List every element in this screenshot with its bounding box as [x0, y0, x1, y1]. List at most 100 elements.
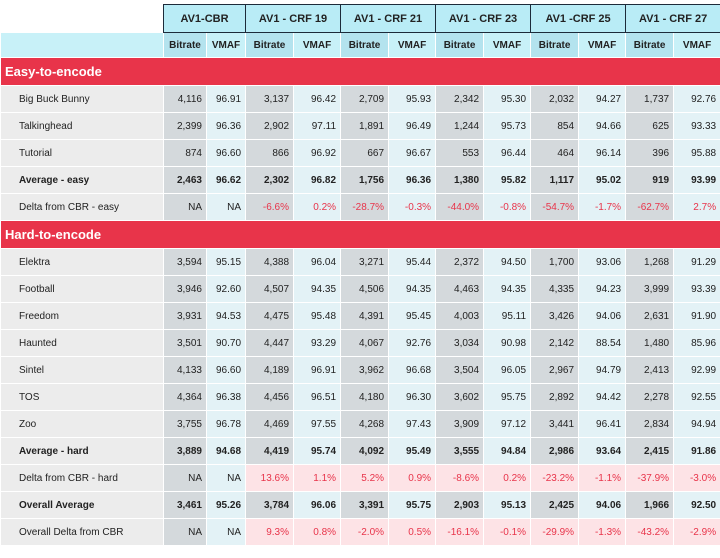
group-header: AV1 - CRF 27 [625, 4, 720, 33]
table-row: Hard-to-encode [0, 220, 720, 249]
value-cell: 3,594 [163, 248, 207, 276]
value-cell: 96.60 [205, 139, 247, 167]
value-cell: 96.51 [293, 383, 342, 411]
value-cell: -0.3% [388, 193, 437, 221]
section-title: Hard-to-encode [0, 220, 720, 249]
value-cell: 96.44 [483, 139, 532, 167]
value-cell: 2,032 [530, 85, 580, 113]
table-row: Football 3,946 92.60 4,507 94.35 4,506 94.35 4,… [0, 275, 720, 303]
table-row: Average - hard 3,889 94.68 4,419 95.74 4,092 9… [0, 437, 720, 465]
value-cell: -2.0% [340, 518, 390, 546]
value-cell: 94.06 [578, 302, 627, 330]
value-cell: 919 [625, 166, 675, 194]
value-cell: 874 [163, 139, 207, 167]
value-cell: 2,903 [435, 491, 485, 519]
value-cell: 2.7% [673, 193, 720, 221]
value-cell: 94.35 [293, 275, 342, 303]
value-cell: 625 [625, 112, 675, 140]
row-label: Delta from CBR - easy [0, 193, 164, 221]
value-cell: -2.9% [673, 518, 720, 546]
value-cell: 95.30 [483, 85, 532, 113]
value-cell: 4,469 [245, 410, 295, 438]
value-cell: 94.66 [578, 112, 627, 140]
value-cell: 95.73 [483, 112, 532, 140]
value-cell: 93.06 [578, 248, 627, 276]
value-cell: -0.1% [483, 518, 532, 546]
value-cell: 0.8% [293, 518, 342, 546]
value-cell: 94.35 [388, 275, 437, 303]
value-cell: 96.92 [293, 139, 342, 167]
value-cell: -8.6% [435, 464, 485, 492]
value-cell: 3,602 [435, 383, 485, 411]
value-cell: 3,034 [435, 329, 485, 357]
table-row: Delta from CBR - hard NA NA 13.6% 1.1% 5.2% 0.… [0, 464, 720, 492]
table-row: Average - easy 2,463 96.62 2,302 96.82 1,756 9… [0, 166, 720, 194]
column-header: VMAF [388, 32, 437, 58]
value-cell: 1.1% [293, 464, 342, 492]
value-cell: 1,891 [340, 112, 390, 140]
table-row: Big Buck Bunny 4,116 96.91 3,137 96.42 2,709 9… [0, 85, 720, 113]
value-cell: 464 [530, 139, 580, 167]
value-cell: 95.02 [578, 166, 627, 194]
value-cell: -44.0% [435, 193, 485, 221]
value-cell: 0.9% [388, 464, 437, 492]
row-label: Average - hard [0, 437, 164, 465]
value-cell: 1,268 [625, 248, 675, 276]
value-cell: 96.05 [483, 356, 532, 384]
value-cell: 94.06 [578, 491, 627, 519]
group-header: AV1 - CRF 23 [435, 4, 532, 33]
row-label: Sintel [0, 356, 164, 384]
value-cell: 95.44 [388, 248, 437, 276]
value-cell: 1,966 [625, 491, 675, 519]
value-cell: 92.76 [673, 85, 720, 113]
value-cell: 3,909 [435, 410, 485, 438]
value-cell: 97.55 [293, 410, 342, 438]
value-cell: 94.23 [578, 275, 627, 303]
value-cell: 94.79 [578, 356, 627, 384]
value-cell: -28.7% [340, 193, 390, 221]
section-title: Easy-to-encode [0, 57, 720, 86]
value-cell: 4,268 [340, 410, 390, 438]
column-header: Bitrate [163, 32, 207, 58]
value-cell: 2,986 [530, 437, 580, 465]
value-cell: 94.50 [483, 248, 532, 276]
value-cell: 3,271 [340, 248, 390, 276]
value-cell: 2,463 [163, 166, 207, 194]
value-cell: -6.6% [245, 193, 295, 221]
value-cell: 95.15 [205, 248, 247, 276]
value-cell: 93.99 [673, 166, 720, 194]
value-cell: 96.36 [205, 112, 247, 140]
value-cell: 667 [340, 139, 390, 167]
value-cell: 94.35 [483, 275, 532, 303]
value-cell: 90.70 [205, 329, 247, 357]
value-cell: 2,399 [163, 112, 207, 140]
row-label: Tutorial [0, 139, 164, 167]
value-cell: 4,456 [245, 383, 295, 411]
value-cell: 88.54 [578, 329, 627, 357]
value-cell: 95.75 [388, 491, 437, 519]
value-cell: 3,931 [163, 302, 207, 330]
row-label: Big Buck Bunny [0, 85, 164, 113]
value-cell: 92.60 [205, 275, 247, 303]
value-cell: 95.11 [483, 302, 532, 330]
value-cell: 1,480 [625, 329, 675, 357]
row-label: Football [0, 275, 164, 303]
group-header: AV1 -CRF 25 [530, 4, 627, 33]
value-cell: 1,737 [625, 85, 675, 113]
row-label: Haunted [0, 329, 164, 357]
table-row: Elektra 3,594 95.15 4,388 96.04 3,271 95.44 2,3… [0, 248, 720, 276]
value-cell: 96.30 [388, 383, 437, 411]
value-cell: 95.74 [293, 437, 342, 465]
value-cell: 96.36 [388, 166, 437, 194]
value-cell: 93.39 [673, 275, 720, 303]
value-cell: 3,999 [625, 275, 675, 303]
value-cell: 1,700 [530, 248, 580, 276]
value-cell: 92.76 [388, 329, 437, 357]
table-row: Bitrate VMAF Bitrate VMAF Bitrate VMAF Bitrate… [0, 32, 720, 58]
value-cell: 9.3% [245, 518, 295, 546]
value-cell: 2,142 [530, 329, 580, 357]
table-row: Delta from CBR - easy NA NA -6.6% 0.2% -28.7%… [0, 193, 720, 221]
row-label: Elektra [0, 248, 164, 276]
value-cell: 95.48 [293, 302, 342, 330]
value-cell: 95.93 [388, 85, 437, 113]
